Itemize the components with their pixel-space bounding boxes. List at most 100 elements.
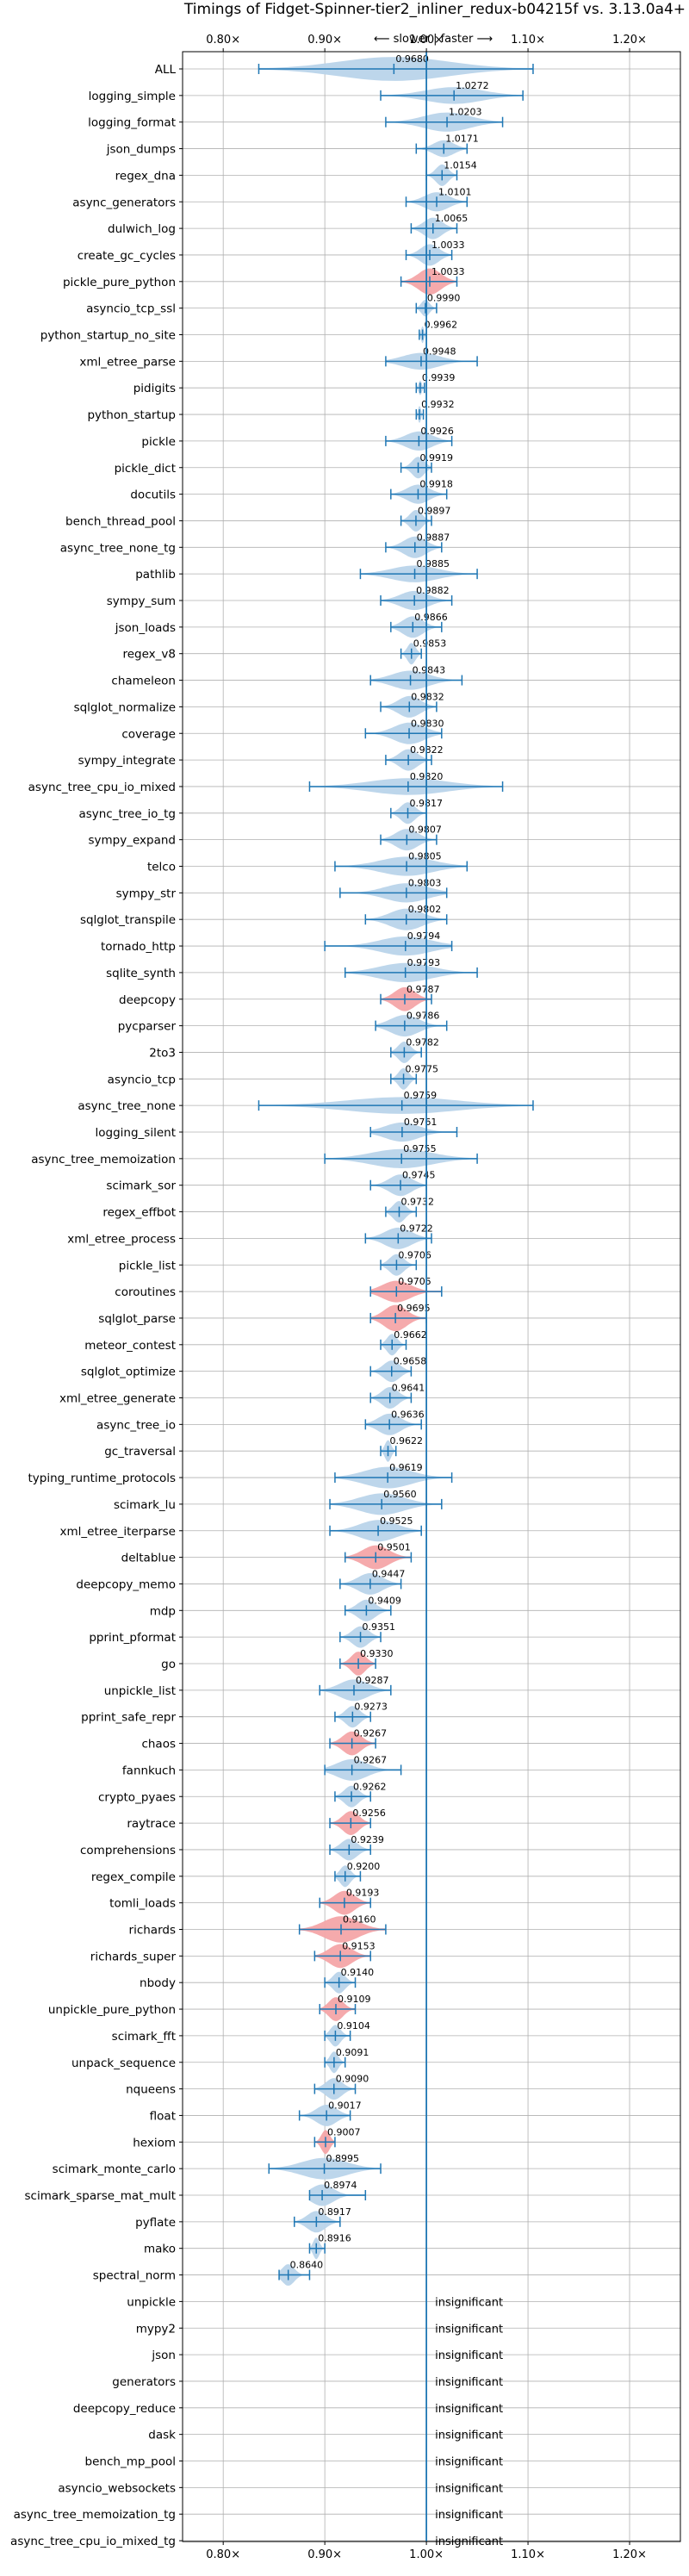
mean-value-label: 1.0033 [431, 240, 465, 251]
benchmark-label: sympy_sum [107, 594, 176, 608]
benchmark-label: python_startup_no_site [40, 329, 176, 343]
x-tick-label-bottom: 0.90× [307, 2548, 342, 2561]
benchmark-label: sqlite_synth [106, 967, 176, 980]
mean-value-label: 0.9793 [407, 957, 441, 968]
mean-value-label: 0.9706 [398, 1249, 431, 1260]
mean-value-label: 0.9786 [407, 1011, 440, 1022]
benchmark-label: 2to3 [149, 1046, 176, 1060]
benchmark-label: float [150, 2109, 176, 2123]
benchmark-label: hexiom [133, 2136, 176, 2150]
mean-value-label: 0.9501 [377, 1542, 411, 1553]
benchmark-label: ALL [155, 63, 177, 77]
benchmark-label: xml_etree_iterparse [60, 1525, 177, 1539]
mean-value-label: 0.9153 [342, 1940, 376, 1951]
benchmark-label: regex_compile [91, 1870, 176, 1884]
benchmark-label: create_gc_cycles [78, 249, 176, 263]
benchmark-label: async_tree_io [96, 1418, 176, 1432]
axis-layer: 0.80× 0.80× 0.90× 0.90× 1.00× 1.00× 1.10× 1.10×… [10, 34, 681, 2561]
benchmark-label: pyflate [135, 2216, 176, 2230]
benchmark-label: coroutines [115, 1285, 176, 1299]
mean-value-label: 0.9351 [363, 1621, 396, 1633]
mean-value-label: 0.9807 [408, 824, 442, 836]
benchmark-label: tornado_http [101, 940, 176, 954]
mean-value-label: 0.9239 [351, 1834, 384, 1845]
mean-value-label: 0.9939 [422, 372, 455, 383]
benchmark-label: async_tree_cpu_io_mixed [28, 781, 176, 794]
benchmark-label: sqlglot_optimize [81, 1366, 176, 1379]
benchmark-label: unpickle [127, 2295, 176, 2309]
insignificant-label: insignificant [435, 2323, 503, 2336]
mean-value-label: 0.9007 [327, 2126, 361, 2137]
benchmark-label: comprehensions [80, 1844, 176, 1857]
mean-value-label: 0.8916 [318, 2233, 351, 2244]
benchmark-label: sqlglot_parse [98, 1312, 176, 1326]
mean-value-label: 0.9853 [413, 638, 447, 650]
benchmark-label: async_tree_memoization [31, 1153, 176, 1167]
mean-value-label: 0.9267 [354, 1754, 388, 1765]
benchmark-label: chaos [141, 1738, 176, 1752]
benchmark-label: deepcopy_memo [76, 1577, 176, 1591]
benchmark-label: pprint_safe_repr [81, 1711, 176, 1725]
mean-value-label: 0.9745 [402, 1170, 436, 1181]
benchmark-label: pickle_dict [115, 462, 176, 476]
benchmark-label: async_tree_io_tg [78, 807, 176, 821]
mean-value-label: 0.9782 [406, 1036, 439, 1048]
mean-value-label: 0.9897 [418, 505, 451, 516]
benchmark-label: logging_silent [96, 1126, 176, 1140]
benchmark-label: json_dumps [106, 143, 176, 157]
benchmark-label: pickle [141, 435, 176, 449]
x-tick-label-top: 1.10× [511, 34, 545, 47]
insignificant-label: insignificant [435, 2403, 503, 2416]
benchmark-label: unpack_sequence [71, 2056, 176, 2070]
insignificant-label: insignificant [435, 2296, 503, 2309]
benchmark-label: asyncio_tcp_ssl [86, 302, 176, 316]
benchmark-label: richards [129, 1924, 176, 1938]
insignificant-label: insignificant [435, 2430, 503, 2442]
mean-value-label: 0.9109 [338, 1994, 371, 2005]
mean-value-label: 0.9525 [380, 1515, 413, 1527]
benchmark-label: scimark_sparse_mat_mult [25, 2189, 176, 2203]
mean-value-label: 0.9775 [406, 1063, 439, 1074]
benchmark-label: generators [112, 2375, 176, 2389]
benchmark-label: coverage [121, 727, 176, 741]
benchmark-label: meteor_contest [84, 1339, 176, 1353]
benchmark-label: bench_thread_pool [65, 514, 176, 528]
mean-value-label: 0.9918 [419, 479, 453, 490]
benchmark-label: sympy_expand [88, 834, 176, 848]
mean-value-label: 1.0171 [445, 134, 479, 145]
benchmark-label: unpickle_pure_python [48, 2003, 176, 2017]
benchmark-label: deepcopy_reduce [73, 2402, 176, 2416]
mean-value-label: 0.9926 [420, 426, 454, 437]
benchmark-label: pprint_pformat [89, 1631, 176, 1645]
benchmark-label: go [161, 1658, 176, 1671]
mean-value-label: 0.9787 [407, 984, 440, 995]
mean-value-label: 0.9641 [392, 1383, 425, 1394]
benchmark-label: telco [147, 861, 176, 874]
benchmark-label: pickle_pure_python [63, 276, 176, 289]
mean-value-label: 0.9160 [343, 1914, 376, 1926]
benchmark-label: raytrace [127, 1817, 176, 1831]
benchmark-label: scimark_fft [112, 2030, 176, 2044]
mean-value-label: 0.9732 [400, 1197, 434, 1208]
benchmark-label: mako [144, 2243, 176, 2256]
mean-value-label: 0.9932 [421, 399, 455, 410]
benchmark-label: crypto_pyaes [98, 1790, 176, 1804]
benchmark-label: regex_effbot [102, 1206, 176, 1220]
x-tick-label-top: 0.90× [307, 34, 342, 47]
mean-value-label: 0.9447 [372, 1568, 406, 1579]
marks-layer: 0.9680 1.0272 1.0203 1.0171 1.0154 1.0101 1.00… [258, 52, 534, 2548]
benchmark-label: deepcopy [119, 993, 176, 1007]
mean-value-label: 0.9622 [390, 1435, 424, 1447]
insignificant-label: insignificant [435, 2349, 503, 2362]
insignificant-label: insignificant [435, 2456, 503, 2469]
chart-title: Timings of Fidget-Spinner-tier2_inliner_… [183, 1, 686, 18]
mean-value-label: 1.0065 [435, 213, 469, 224]
mean-value-label: 0.9803 [408, 877, 442, 888]
benchmark-label: nbody [140, 1976, 176, 1990]
benchmark-label: typing_runtime_protocols [28, 1472, 177, 1485]
benchmark-label: async_tree_cpu_io_mixed_tg [10, 2535, 176, 2548]
mean-value-label: 0.9104 [337, 2020, 370, 2032]
mean-value-label: 0.9866 [414, 612, 448, 623]
benchmark-label: spectral_norm [93, 2269, 176, 2283]
mean-value-label: 0.9262 [353, 1781, 387, 1792]
